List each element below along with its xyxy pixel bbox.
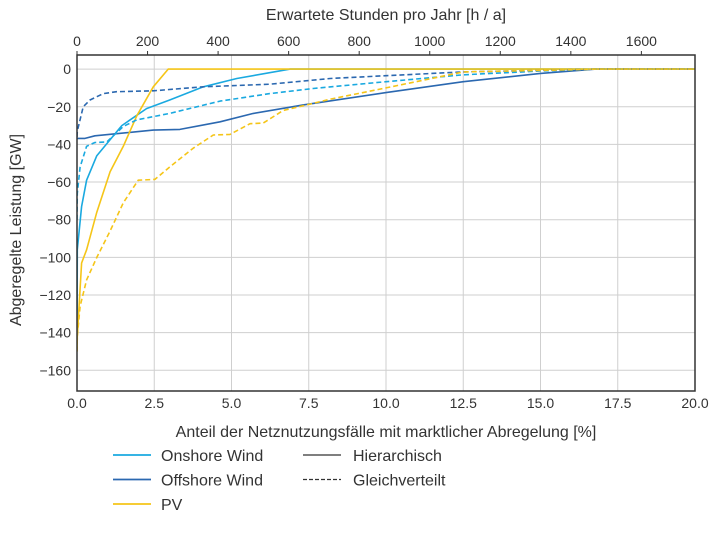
legend-label: Hierarchisch xyxy=(353,448,442,465)
y-tick-label: −60 xyxy=(47,174,71,190)
x-tick-label: 7.5 xyxy=(299,395,319,411)
x-tick-label: 15.0 xyxy=(527,395,554,411)
x2-tick-label: 800 xyxy=(348,33,372,49)
y-tick-label: −40 xyxy=(47,136,71,152)
x2-tick-label: 1600 xyxy=(626,33,657,49)
x2-tick-label: 0 xyxy=(73,33,81,49)
x-axis-label: Anteil der Netznutzungsfälle mit marktli… xyxy=(176,424,597,441)
legend-label: Onshore Wind xyxy=(161,448,263,465)
y-tick-label: −20 xyxy=(47,99,71,115)
x2-axis-label: Erwartete Stunden pro Jahr [h / a] xyxy=(266,7,506,24)
series-group xyxy=(77,68,695,352)
x-tick-label: 17.5 xyxy=(604,395,631,411)
y-tick-label: −100 xyxy=(39,249,71,265)
x2-tick-label: 600 xyxy=(277,33,301,49)
x-tick-label: 0.0 xyxy=(67,395,87,411)
x2-tick-label: 1400 xyxy=(555,33,586,49)
ticks: 0.0 2.5 5.0 7.5 10.0 12.5 15.0 17.5 20.0 0 200 400 6… xyxy=(39,33,708,411)
series-line xyxy=(77,68,695,352)
legend-label: Offshore Wind xyxy=(161,473,263,490)
legend-label: Gleichverteilt xyxy=(353,473,446,490)
x-tick-label: 12.5 xyxy=(450,395,477,411)
y-tick-label: −120 xyxy=(39,287,71,303)
y-tick-label: −140 xyxy=(39,325,71,341)
series-line xyxy=(77,68,695,140)
x2-tick-label: 400 xyxy=(206,33,230,49)
y-axis-label: Abgeregelte Leistung [GW] xyxy=(8,134,25,326)
x-tick-label: 20.0 xyxy=(681,395,708,411)
legend-label: PV xyxy=(161,497,183,514)
series-line xyxy=(77,68,695,352)
legend: Onshore Wind Offshore Wind PV Hierarchisch G… xyxy=(113,448,446,514)
x2-tick-label: 1000 xyxy=(414,33,445,49)
x2-tick-label: 1200 xyxy=(485,33,516,49)
series-line xyxy=(77,68,695,343)
series-line xyxy=(77,68,695,220)
y-tick-label: 0 xyxy=(63,61,71,77)
x-tick-label: 2.5 xyxy=(145,395,165,411)
x-tick-label: 10.0 xyxy=(372,395,399,411)
x-tick-label: 5.0 xyxy=(222,395,242,411)
y-tick-label: −160 xyxy=(39,362,71,378)
plot-frame xyxy=(76,54,696,392)
x2-tick-label: 200 xyxy=(136,33,160,49)
y-tick-label: −80 xyxy=(47,212,71,228)
grid xyxy=(76,55,696,391)
